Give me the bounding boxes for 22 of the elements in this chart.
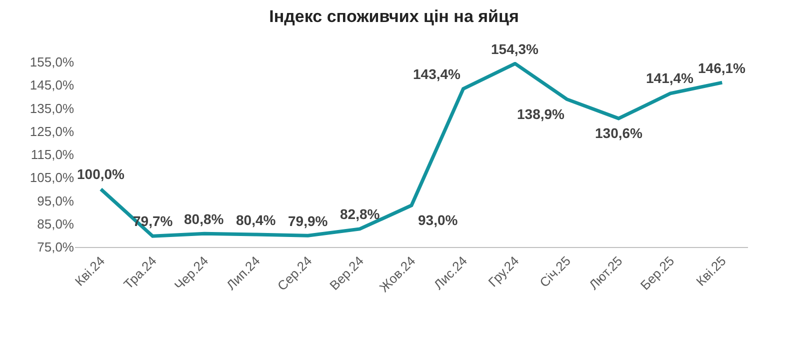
y-tick-label: 75,0% (37, 240, 74, 255)
text: 146,1% (698, 60, 746, 76)
y-tick-label: 135,0% (30, 100, 74, 116)
text: 93,0% (418, 212, 458, 228)
y-tick-label: 85,0% (37, 216, 74, 232)
text: 79,9% (288, 213, 328, 229)
text: 100,0% (77, 166, 124, 182)
chart-title: Індекс споживчих цін на яйця (269, 7, 519, 26)
text: 80,4% (236, 212, 276, 228)
text: 154,3% (491, 41, 538, 57)
y-tick-label: 115,0% (30, 147, 74, 162)
y-tick-label: 155,0% (30, 54, 74, 70)
text: 143,4% (413, 66, 460, 82)
text: 138,9% (517, 106, 564, 122)
text: 80,8% (184, 211, 224, 227)
y-tick-label: 95,0% (37, 193, 74, 208)
text: 141,4% (646, 70, 694, 86)
y-tick-label: 105,0% (30, 170, 74, 186)
text: 82,8% (340, 206, 380, 222)
text: 130,6% (595, 125, 642, 141)
y-tick-label: 125,0% (30, 124, 74, 139)
y-tick-label: 145,0% (30, 78, 74, 93)
